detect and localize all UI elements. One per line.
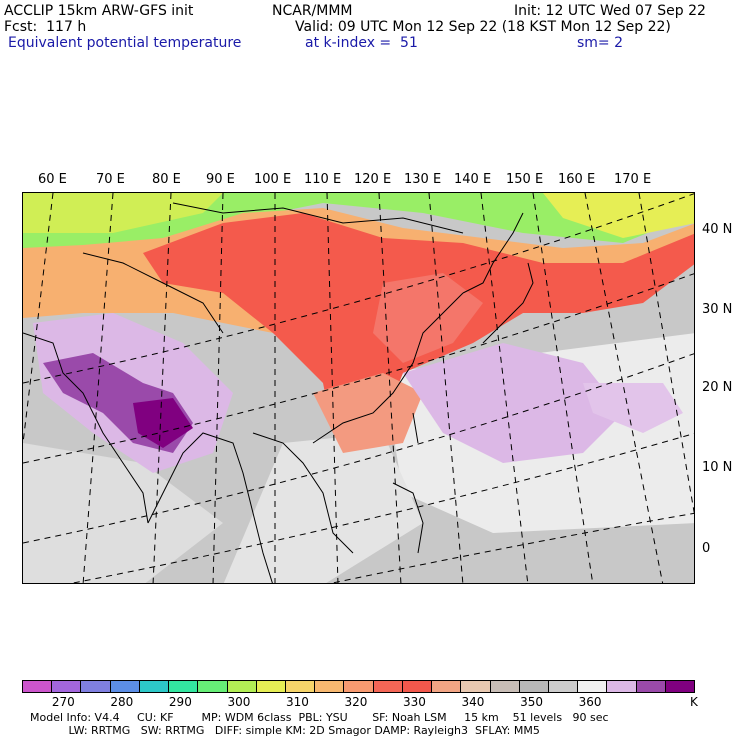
colorbar-segment [81, 681, 111, 692]
coastline-bay-of-bengal [147, 432, 273, 583]
colorbar-tick-label: 320 [344, 695, 368, 709]
init-time: Init: 12 UTC Wed 07 Sep 22 [514, 3, 706, 19]
colorbar-segment [139, 681, 170, 692]
colorbar-tick-label: 310 [285, 695, 309, 709]
colorbar [22, 680, 695, 693]
colorbar-tick-label: 290 [168, 695, 192, 709]
lon-label: 110 E [304, 172, 342, 187]
lat-label: 10 N [702, 460, 733, 475]
coastline-japan [482, 262, 534, 344]
model-title: ACCLIP 15km ARW-GFS init [4, 3, 194, 19]
coastline-taiwan [412, 412, 419, 444]
lat-line [23, 193, 694, 384]
colorbar-segment [52, 681, 82, 692]
map-canvas [23, 193, 694, 583]
organization-label: NCAR/MMM [272, 3, 353, 19]
colorbar-segment [432, 681, 462, 692]
lat-line [23, 273, 694, 464]
lat-label: 30 N [702, 302, 733, 317]
cold-band-region [543, 193, 694, 238]
colorbar-tick-label: 340 [461, 695, 485, 709]
lat-label: 20 N [702, 380, 733, 395]
colorbar-segment [461, 681, 491, 692]
colorbar-segment [519, 681, 549, 692]
colorbar-segment [256, 681, 286, 692]
model-info-line2: LW: RRTMG SW: RRTMG DIFF: simple KM: 2D … [30, 724, 540, 737]
lon-line [584, 193, 664, 583]
valid-time: Valid: 09 UTC Mon 12 Sep 22 (18 KST Mon … [295, 19, 671, 35]
colorbar-segment [578, 681, 608, 692]
colorbar-segment [227, 681, 257, 692]
coastal-warm-region [313, 373, 423, 453]
coastline-china [312, 292, 464, 444]
coastline-korea [462, 212, 524, 294]
lat-label: 40 N [702, 222, 733, 237]
colorbar-segment [23, 681, 53, 692]
colorbar-tick-label: 280 [110, 695, 134, 709]
lon-label: 100 E [254, 172, 292, 187]
border-himalaya [82, 252, 224, 334]
colorbar-segment [373, 681, 403, 692]
colorbar-tick-label: 350 [520, 695, 543, 709]
colorbar-tick-label: 360 [578, 695, 602, 709]
colorbar-segment [607, 681, 637, 692]
lon-line [638, 193, 694, 515]
colorbar-segment [665, 681, 695, 692]
lat-line [23, 353, 694, 544]
level-label: at k-index = 51 [305, 35, 418, 51]
lat-line [70, 433, 694, 583]
lon-label: 80 E [152, 172, 181, 187]
colorbar-segment [285, 681, 316, 692]
model-info-line1: Model Info: V4.4 CU: KF MP: WDM 6class P… [30, 711, 609, 724]
moist-region [583, 383, 683, 433]
smoothing-label: sm= 2 [577, 35, 624, 51]
ocean-light-region [23, 443, 223, 583]
lon-label: 170 E [614, 172, 652, 187]
colorbar-segment [198, 681, 228, 692]
colorbar-segment [169, 681, 199, 692]
colorbar-segment [344, 681, 374, 692]
colorbar-tick-label: 270 [51, 695, 75, 709]
lon-label: 120 E [354, 172, 392, 187]
coastline-india-west [23, 332, 149, 524]
ocean-light-region [223, 433, 423, 583]
coastline-indochina [252, 432, 354, 554]
colorbar-segment [110, 681, 140, 692]
lon-label: 160 E [558, 172, 596, 187]
theta-e-map [22, 192, 695, 584]
coastline-philippines [392, 482, 424, 554]
colorbar-unit: K [690, 695, 698, 709]
high-theta-e-region [133, 398, 193, 448]
lon-label: 70 E [96, 172, 125, 187]
field-name: Equivalent potential temperature [8, 35, 242, 51]
coastlines [23, 202, 534, 583]
lon-label: 150 E [506, 172, 544, 187]
hot-core-region [373, 273, 483, 363]
border-mongolia [172, 202, 464, 234]
moist-region [403, 343, 623, 463]
lon-label: 130 E [404, 172, 442, 187]
colorbar-segment [315, 681, 345, 692]
forecast-hour: Fcst: 117 h [4, 19, 87, 35]
colorbar-segment [548, 681, 579, 692]
colorbar-segment [636, 681, 666, 692]
colorbar-segment [402, 681, 433, 692]
graticule [23, 193, 694, 583]
colorbar-segment [490, 681, 520, 692]
colorbar-tick-label: 330 [403, 695, 426, 709]
lon-label: 140 E [454, 172, 492, 187]
lon-line [23, 193, 54, 444]
colorbar-tick-label: 300 [227, 695, 251, 709]
lon-label: 60 E [38, 172, 67, 187]
lon-label: 90 E [206, 172, 235, 187]
lon-line [532, 193, 594, 583]
lat-line [330, 512, 694, 583]
lat-label: 0 [702, 541, 711, 556]
